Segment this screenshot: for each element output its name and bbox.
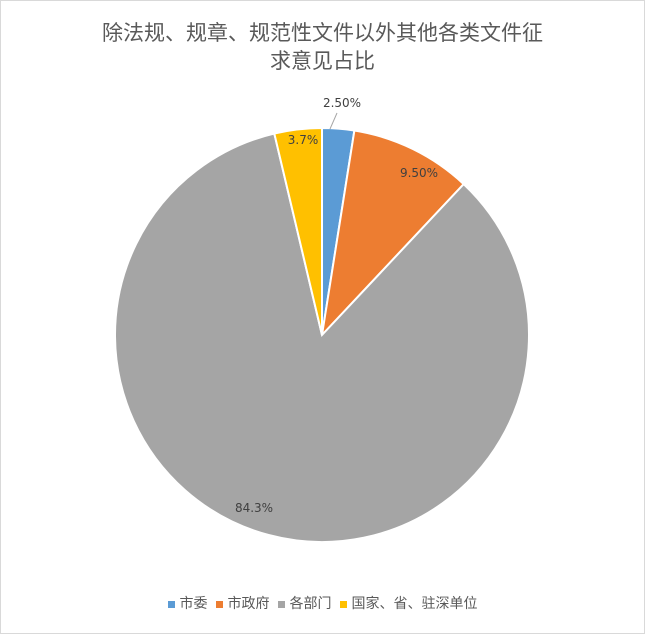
title-line-1: 除法规、规章、规范性文件以外其他各类文件征 [102, 21, 543, 45]
legend-label: 市委 [179, 596, 208, 612]
legend-item-1: 市政府 [215, 593, 270, 613]
legend: 市委 市政府 各部门 国家、省、驻深单位 [1, 593, 644, 613]
legend-item-2: 各部门 [277, 593, 332, 613]
data-label-0: 2.50% [323, 96, 361, 110]
pie-slice-1 [320, 129, 466, 339]
data-label-2: 84.3% [235, 501, 273, 515]
chart-title: 除法规、规章、规范性文件以外其他各类文件征 求意见占比 [1, 19, 644, 75]
title-line-2: 求意见占比 [270, 49, 375, 73]
legend-label: 国家、省、驻深单位 [351, 596, 478, 612]
legend-swatch [277, 600, 285, 608]
legend-label: 市政府 [227, 596, 270, 612]
pie-slice-2 [114, 132, 530, 543]
legend-swatch [167, 600, 175, 608]
data-label-3: 3.7% [288, 133, 319, 147]
legend-swatch [215, 600, 223, 608]
legend-label: 各部门 [289, 596, 332, 612]
legend-item-0: 市委 [167, 593, 208, 613]
leader-line [329, 112, 338, 130]
legend-swatch [339, 600, 347, 608]
legend-item-3: 国家、省、驻深单位 [339, 593, 478, 613]
data-label-1: 9.50% [400, 166, 438, 180]
pie-slice-3 [273, 126, 323, 336]
